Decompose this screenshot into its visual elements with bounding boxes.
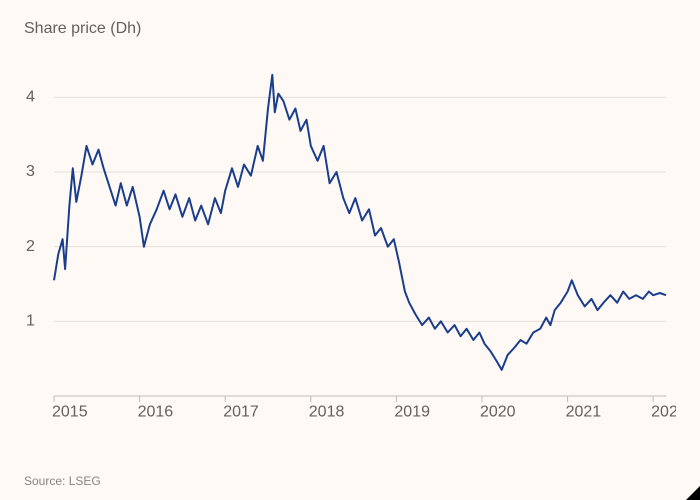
y-axis-label: 2 [26, 238, 35, 255]
source-label: Source: LSEG [24, 474, 101, 488]
x-axis-label: 2022 [651, 403, 676, 420]
y-axis-label: 3 [26, 163, 35, 180]
y-axis-label: 1 [26, 313, 35, 330]
x-axis-label: 2021 [566, 403, 602, 420]
chart-subtitle: Share price (Dh) [24, 20, 676, 38]
x-axis-label: 2017 [223, 403, 259, 420]
plot-area: 1 2 3 4 2015 2016 2017 2018 2019 2020 2021 2022 [24, 46, 676, 426]
x-axis-label: 2020 [480, 403, 516, 420]
chart-container: Share price (Dh) 1 2 3 4 2015 2016 2017 2018 201… [0, 0, 700, 500]
x-axis-label: 2018 [309, 403, 345, 420]
x-axis-label: 2019 [394, 403, 430, 420]
corner-accent-icon [686, 486, 700, 500]
price-line [54, 75, 666, 370]
x-axis-label: 2015 [52, 403, 88, 420]
line-chart-svg: 1 2 3 4 2015 2016 2017 2018 2019 2020 2021 2022 [24, 46, 676, 426]
x-axis-label: 2016 [138, 403, 174, 420]
y-axis-label: 4 [26, 89, 35, 106]
